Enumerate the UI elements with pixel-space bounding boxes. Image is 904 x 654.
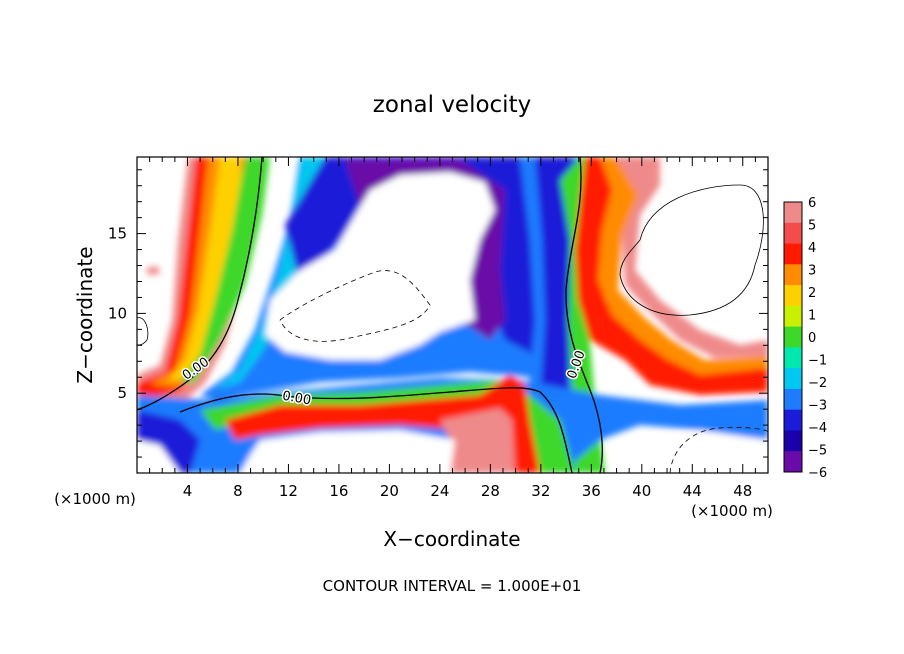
- x-tick-label: 36: [582, 482, 601, 500]
- velocity-field: 0.00 0.00 0.00: [137, 157, 768, 473]
- x-tick-label: 24: [430, 482, 449, 500]
- x-axis-title: X−coordinate: [383, 527, 520, 551]
- right-orange-ribbon: [598, 157, 768, 375]
- x-tick-label: 20: [380, 482, 399, 500]
- y-tick-label: 5: [117, 384, 127, 402]
- lower-white-left: [240, 430, 455, 473]
- y-tick-label: 10: [108, 304, 127, 322]
- colorbar-segment: [784, 264, 802, 286]
- colorbar-tick-label: 1: [808, 309, 816, 324]
- zero-contour-lower: [179, 387, 573, 473]
- colorbar: 6 5 4 3 2 1 0 −1 −2 −3 −4 −5 −6: [783, 196, 827, 481]
- colorbar-segment: [784, 285, 802, 307]
- x-axis-unit-right: (×1000 m): [691, 502, 773, 520]
- colorbar-segment: [784, 451, 802, 473]
- colorbar-tick-label: 3: [808, 264, 816, 279]
- colorbar-tick-label: −3: [808, 399, 827, 414]
- lower-pink-patch: [440, 408, 515, 473]
- y-axis-title: Z−coordinate: [73, 246, 97, 383]
- x-tick-label: 28: [481, 482, 500, 500]
- colorbar-segment: [784, 347, 802, 369]
- x-tick-label: 40: [632, 482, 651, 500]
- colorbar-segment: [784, 243, 802, 265]
- left-jet-yellow: [168, 157, 242, 380]
- colorbar-segment: [784, 326, 802, 348]
- colorbar-tick-label: 0: [808, 331, 816, 346]
- lower-white-right: [640, 432, 768, 473]
- colorbar-frame: [783, 201, 803, 473]
- zero-contour-right: [565, 157, 603, 473]
- left-jet-green: [180, 157, 270, 382]
- lower-red-band: [225, 375, 540, 473]
- central-white-region: [265, 172, 495, 360]
- right-red-ribbon: [575, 157, 768, 395]
- dashed-contour-center: [279, 270, 431, 342]
- x-tick-label: 16: [329, 482, 348, 500]
- x-tick-label: 12: [279, 482, 298, 500]
- positive-contour-right: [619, 184, 764, 316]
- y-tick-label: 15: [108, 225, 127, 243]
- colorbar-tick-label: 5: [808, 219, 816, 234]
- colorbar-segment: [784, 368, 802, 390]
- colorbar-segment: [784, 409, 802, 431]
- colorbar-tick-label: 4: [808, 241, 816, 256]
- zero-contour-left: [137, 157, 263, 411]
- x-axis-unit-left: (×1000 m): [54, 490, 136, 508]
- contour-label: 0.00: [281, 389, 312, 409]
- colorbar-tick-label: 6: [808, 196, 816, 211]
- colorbar-tick-label: −2: [808, 376, 827, 391]
- x-tick-label: 8: [233, 482, 243, 500]
- pink-speck: [146, 266, 160, 275]
- plot-area: 0.00 0.00 0.00 4 8 12 16 20 24 28 32 36 40 44 48510…: [108, 156, 769, 500]
- colorbar-tick-label: −1: [808, 354, 827, 369]
- dashed-contour-right: [669, 427, 768, 473]
- right-pink-ribbon: [615, 157, 768, 358]
- colorbar-tick-label: −5: [808, 444, 827, 459]
- x-tick-label: 48: [733, 482, 752, 500]
- colorbar-tick-label: −4: [808, 421, 827, 436]
- x-tick-label: 32: [531, 482, 550, 500]
- colorbar-tick-label: 2: [808, 286, 816, 301]
- x-tick-label: 4: [183, 482, 193, 500]
- chart-title: zonal velocity: [373, 92, 531, 118]
- colorbar-segment: [784, 222, 802, 245]
- colorbar-segment: [784, 388, 802, 411]
- lower-white-corner: [137, 440, 180, 473]
- x-axis-labels: (×1000 m) (×1000 m) X−coordinate: [54, 490, 773, 551]
- colorbar-segment: [784, 430, 802, 452]
- contour-interval-note: CONTOUR INTERVAL = 1.000E+01: [323, 577, 582, 595]
- colorbar-segment: [784, 202, 802, 224]
- colorbar-tick-label: −6: [808, 466, 827, 481]
- colorbar-segment: [784, 305, 802, 328]
- x-tick-label: 44: [683, 482, 702, 500]
